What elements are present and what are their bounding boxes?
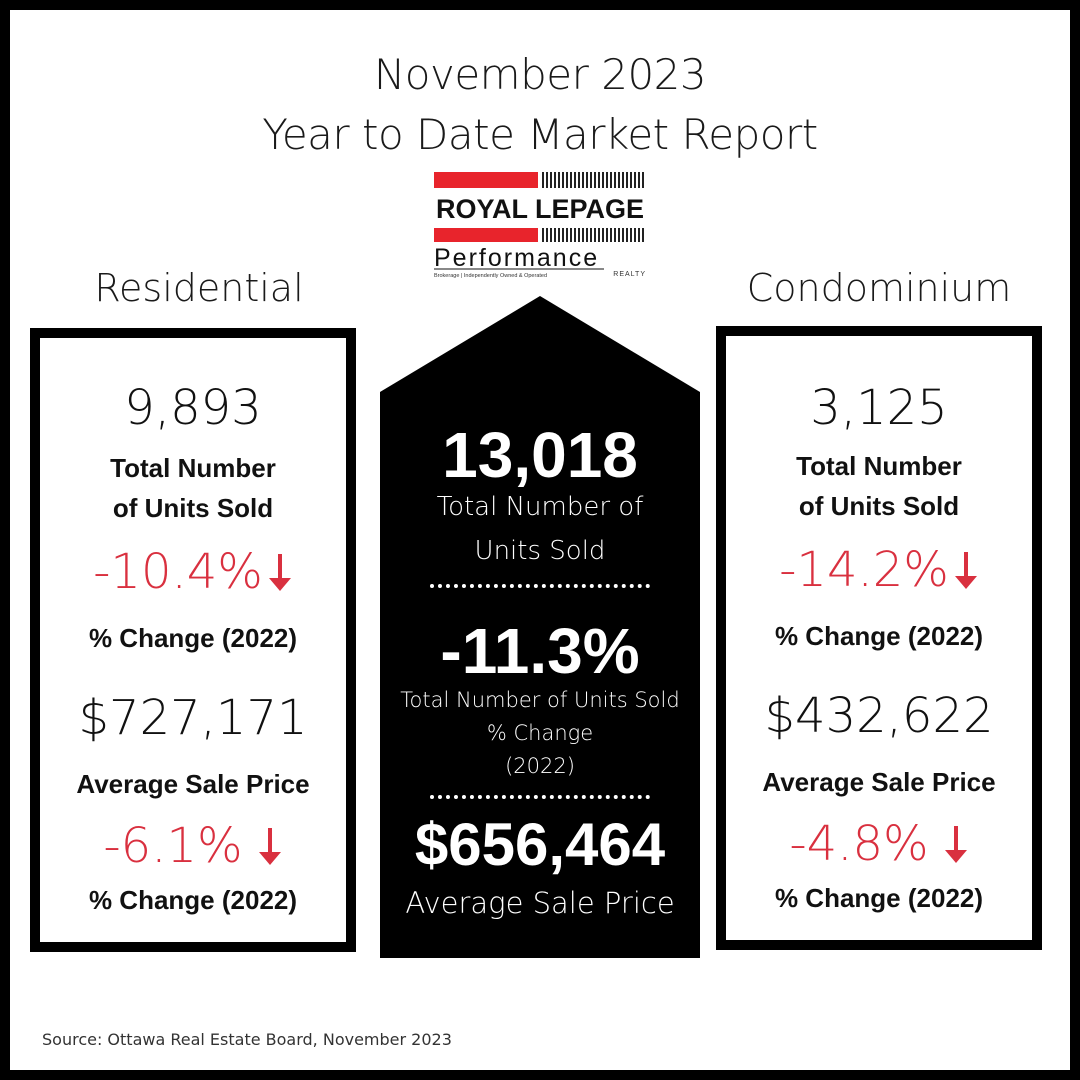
dotted-divider <box>430 795 650 803</box>
condominium-units-value: 3,125 <box>810 380 948 436</box>
total-price-value: $656,464 <box>414 811 666 878</box>
residential-heading: Residential <box>94 266 304 310</box>
total-price-label: Average Sale Price <box>405 886 675 920</box>
residential-units-change: -10.4% <box>40 544 346 600</box>
residential-price-value: $727,171 <box>78 690 308 746</box>
svg-text:Performance: Performance <box>434 244 599 272</box>
condominium-units-change: -14.2% <box>726 542 1032 598</box>
residential-price-change-label: % Change (2022) <box>88 885 298 915</box>
total-units-value: 13,018 <box>442 419 638 491</box>
svg-text:ROYAL LEPAGE: ROYAL LEPAGE <box>436 194 644 224</box>
down-arrow-icon <box>258 828 281 865</box>
total-change-value: -11.3% <box>440 615 640 687</box>
condominium-units-label-1: Total Number <box>796 451 962 481</box>
total-change-label-1: Total Number of Units Sold <box>400 688 680 712</box>
residential-card: 9,893 Total Number of Units Sold -10.4% … <box>30 328 356 952</box>
condominium-units-label-2: of Units Sold <box>798 491 960 521</box>
condominium-price-value: $432,622 <box>764 688 994 744</box>
total-change-label-2: % Change <box>486 721 594 745</box>
residential-units-change-value: -10.4% <box>93 544 263 600</box>
house-shape <box>380 296 700 958</box>
condominium-card: 3,125 Total Number of Units Sold -14.2% … <box>716 326 1042 950</box>
residential-price-change-value: -6.1% <box>103 818 243 874</box>
total-units-label-1: Total Number of <box>436 492 644 522</box>
condominium-price-change-value: -4.8% <box>789 816 929 872</box>
total-summary-panel: 13,018 Total Number of Units Sold -11.3%… <box>380 296 700 958</box>
residential-price-label: Average Sale Price <box>76 769 310 799</box>
down-arrow-icon <box>944 826 967 863</box>
royal-lepage-logo: ROYAL LEPAGE Performance Brokerage | Ind… <box>434 172 646 279</box>
svg-text:REALTY: REALTY <box>613 271 646 278</box>
down-arrow-icon <box>954 552 977 589</box>
residential-units-change-label: % Change (2022) <box>88 623 298 653</box>
barcode-stripes-top <box>542 172 644 188</box>
report-title: Year to Date Market Report <box>262 110 818 159</box>
condominium-units-change-label: % Change (2022) <box>774 621 984 651</box>
total-units-label-2: Units Sold <box>474 536 606 566</box>
condominium-price-change: -4.8% <box>726 816 1032 872</box>
dotted-divider <box>430 584 650 592</box>
total-change-label-3: (2022) <box>505 754 575 778</box>
svg-text:Brokerage | Independently Owne: Brokerage | Independently Owned & Operat… <box>434 273 547 279</box>
condominium-price-change-label: % Change (2022) <box>774 883 984 913</box>
residential-units-label-1: Total Number <box>110 453 276 483</box>
condominium-units-change-value: -14.2% <box>779 542 949 598</box>
report-title-month: November 2023 <box>373 50 707 99</box>
condominium-price-label: Average Sale Price <box>762 767 996 797</box>
residential-units-label-2: of Units Sold <box>112 493 274 523</box>
residential-units-value: 9,893 <box>124 380 262 436</box>
residential-price-change: -6.1% <box>40 818 346 874</box>
barcode-stripes-bottom <box>542 228 644 242</box>
down-arrow-icon <box>268 554 291 591</box>
source-citation: Source: Ottawa Real Estate Board, Novemb… <box>42 1030 452 1049</box>
condominium-heading: Condominium <box>746 266 1012 310</box>
